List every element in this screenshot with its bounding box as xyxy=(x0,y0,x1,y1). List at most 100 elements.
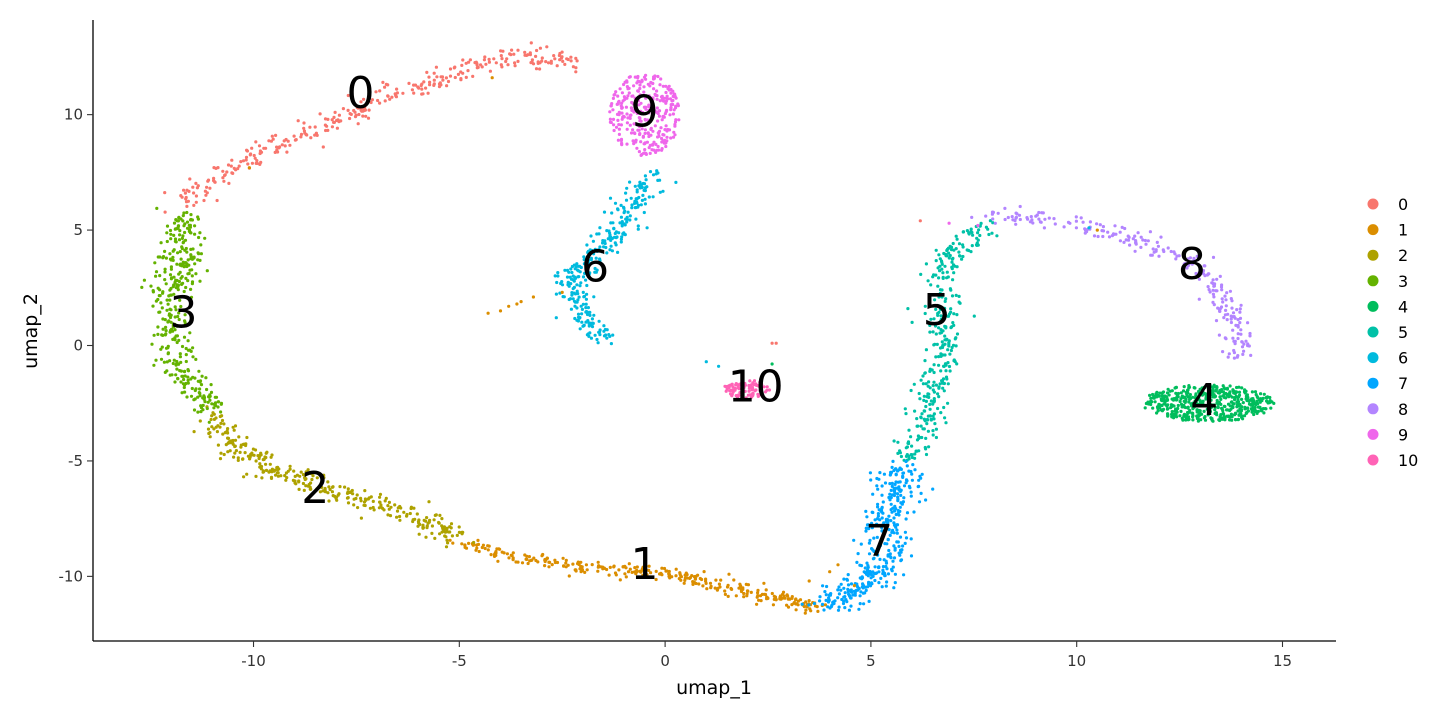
cluster-5-point xyxy=(961,254,965,259)
legend-key-3 xyxy=(1367,275,1379,287)
cluster-0-point xyxy=(432,71,436,75)
cluster-6-point xyxy=(573,316,577,321)
cluster-0-point xyxy=(288,143,292,147)
stray-point xyxy=(519,300,523,304)
cluster-3-point xyxy=(169,232,173,236)
cluster-4-point xyxy=(1252,412,1256,417)
cluster-8-point xyxy=(1236,354,1240,358)
cluster-2-point xyxy=(299,470,303,474)
cluster-1-point xyxy=(451,541,455,545)
cluster-2-point xyxy=(395,515,399,519)
cluster-7-point xyxy=(893,548,897,552)
cluster-5-point xyxy=(951,263,956,267)
cluster-5-point xyxy=(924,382,928,386)
cluster-1-point xyxy=(579,560,583,564)
cluster-1-point xyxy=(790,603,794,607)
cluster-6-point xyxy=(643,197,647,201)
legend-label-5: 5 xyxy=(1398,323,1408,342)
cluster-0-point xyxy=(323,117,328,121)
cluster-0-point xyxy=(254,140,258,144)
cluster-1-point xyxy=(785,603,789,607)
cluster-3-point xyxy=(180,344,185,349)
cluster-1-point xyxy=(759,599,763,603)
cluster-3-point xyxy=(175,278,179,283)
cluster-8-point xyxy=(1207,272,1211,276)
cluster-3-point xyxy=(212,402,216,406)
cluster-0-point xyxy=(428,83,432,87)
cluster-0-point xyxy=(386,94,390,98)
cluster-2-point xyxy=(363,489,367,493)
cluster-4-point xyxy=(1224,396,1228,400)
cluster-2-point xyxy=(440,525,445,529)
cluster-3-point xyxy=(161,255,166,259)
cluster-7-point xyxy=(883,481,888,485)
cluster-3-point xyxy=(176,251,180,255)
stray-point xyxy=(1095,228,1099,232)
legend-key-10 xyxy=(1367,454,1379,466)
cluster-2-point xyxy=(192,430,196,434)
cluster-4-point xyxy=(1209,405,1213,409)
cluster-5-point xyxy=(928,402,932,406)
cluster-5-point xyxy=(938,288,943,292)
cluster-4-point xyxy=(1226,414,1230,419)
cluster-5-point xyxy=(937,310,941,314)
cluster-8-point xyxy=(1042,226,1046,230)
cluster-3-point xyxy=(172,233,176,237)
cluster-3-point xyxy=(198,379,203,383)
cluster-3-point xyxy=(155,206,159,210)
cluster-6-point xyxy=(582,295,586,299)
cluster-5-point xyxy=(957,242,962,246)
cluster-4-point xyxy=(1250,408,1254,412)
cluster-9-point xyxy=(609,104,613,108)
cluster-5-point xyxy=(975,236,979,240)
cluster-7-point xyxy=(886,572,891,576)
cluster-6-point xyxy=(586,332,590,336)
cluster-6-point xyxy=(642,210,646,215)
cluster-6-point xyxy=(645,226,649,230)
cluster-7-point xyxy=(891,459,895,463)
cluster-3-point xyxy=(185,250,189,254)
cluster-3-point xyxy=(190,386,194,391)
cluster-9-point xyxy=(643,148,647,152)
cluster-2-point xyxy=(320,485,324,489)
cluster-3-point xyxy=(186,272,190,276)
cluster-6-point xyxy=(592,313,596,317)
cluster-2-point xyxy=(352,497,356,501)
cluster-5-point xyxy=(892,439,896,443)
cluster-2-point xyxy=(261,469,265,473)
cluster-6-point xyxy=(587,272,591,276)
cluster-9-point xyxy=(654,142,658,146)
cluster-8-point xyxy=(1018,217,1022,222)
cluster-2-point xyxy=(279,474,283,478)
cluster-8-point xyxy=(1188,256,1192,260)
cluster-1-point xyxy=(463,545,467,550)
cluster-6-point xyxy=(581,290,585,294)
cluster-2-point xyxy=(253,448,258,452)
cluster-4-point xyxy=(1158,391,1162,395)
cluster-3-point xyxy=(171,255,175,259)
cluster-0-point xyxy=(353,110,357,114)
cluster-6-point xyxy=(553,274,557,278)
cluster-0-point xyxy=(221,176,225,180)
cluster-2-point xyxy=(297,480,301,484)
cluster-9-point xyxy=(662,96,666,100)
cluster-5-point xyxy=(942,364,946,368)
cluster-7-point xyxy=(877,508,881,512)
cluster-5-point xyxy=(947,344,951,348)
cluster-0-point xyxy=(420,82,424,86)
cluster-0-point xyxy=(244,158,248,162)
cluster-1-point xyxy=(713,586,717,590)
cluster-1-point xyxy=(682,581,686,585)
cluster-2-point xyxy=(386,504,390,508)
cluster-0-point xyxy=(421,92,425,96)
cluster-6-point xyxy=(581,275,586,279)
cluster-1-point xyxy=(561,556,565,560)
cluster-9-point xyxy=(664,124,668,128)
cluster-1-point xyxy=(467,541,471,546)
cluster-1-point xyxy=(607,573,611,577)
cluster-3-point xyxy=(171,285,175,289)
cluster-1-point xyxy=(612,565,616,569)
cluster-2-point xyxy=(402,510,406,514)
cluster-0-point xyxy=(258,162,262,166)
cluster-8-point xyxy=(1183,261,1187,265)
